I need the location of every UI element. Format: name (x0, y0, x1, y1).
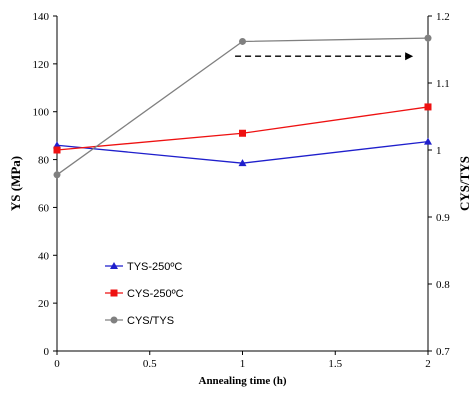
legend-label: TYS-250ºC (127, 261, 182, 273)
y-tick-label-right: 0.8 (436, 279, 450, 291)
y-tick-label-left: 80 (38, 155, 50, 167)
data-point-0-1 (238, 159, 247, 167)
series-2 (53, 34, 432, 179)
series-line-1 (56, 106, 429, 151)
legend-item-1: CYS-250ºC (105, 288, 184, 300)
data-point-1-0 (53, 146, 61, 154)
x-tick-label: 0.5 (143, 358, 157, 370)
legend-label: CYS/TYS (127, 315, 174, 327)
legend: TYS-250ºC CYS-250ºC CYS/TYS (105, 261, 184, 327)
data-point-1-1 (239, 129, 246, 137)
x-axis-title: Annealing time (h) (199, 375, 287, 387)
data-point-2-0 (53, 171, 61, 179)
legend-marker (110, 262, 118, 269)
y-tick-label-left: 20 (38, 298, 50, 310)
y-tick-label-left: 40 (38, 250, 50, 262)
dashed-arrow-head (405, 52, 414, 61)
legend-label: CYS-250ºC (127, 288, 184, 300)
x-tick-label: 1 (240, 358, 246, 370)
y-axis-title-left: YS (MPa) (8, 156, 23, 211)
legend-marker (110, 289, 118, 297)
y-tick-label-left: 0 (44, 346, 50, 358)
y-tick-label-right: 0.9 (436, 212, 450, 224)
data-point-0-0 (53, 141, 61, 149)
y-tick-label-right: 1 (436, 145, 442, 157)
y-tick-label-left: 140 (33, 11, 50, 23)
data-point-2-2 (424, 34, 432, 42)
x-tick-label: 2 (425, 358, 431, 370)
data-point-1-2 (424, 103, 432, 111)
series-0 (53, 137, 432, 167)
y-tick-label-left: 120 (33, 59, 50, 71)
data-point-0-2 (424, 137, 432, 145)
y-tick-label-left: 100 (33, 107, 50, 119)
series-1 (53, 103, 432, 154)
x-tick-label: 1.5 (328, 358, 342, 370)
y-tick-label-right: 0.7 (436, 346, 450, 358)
y-tick-label-right: 1.1 (436, 78, 450, 90)
legend-item-2: CYS/TYS (105, 315, 174, 327)
legend-marker (110, 316, 118, 324)
series-line-2 (56, 37, 429, 176)
y-tick-label-left: 60 (38, 202, 50, 214)
legend-item-0: TYS-250ºC (105, 261, 182, 273)
x-tick-label: 0 (54, 358, 60, 370)
y-tick-label-right: 1.2 (436, 11, 450, 23)
data-point-2-1 (239, 37, 246, 45)
y-axis-title-right: CYS/TYS (457, 156, 472, 211)
